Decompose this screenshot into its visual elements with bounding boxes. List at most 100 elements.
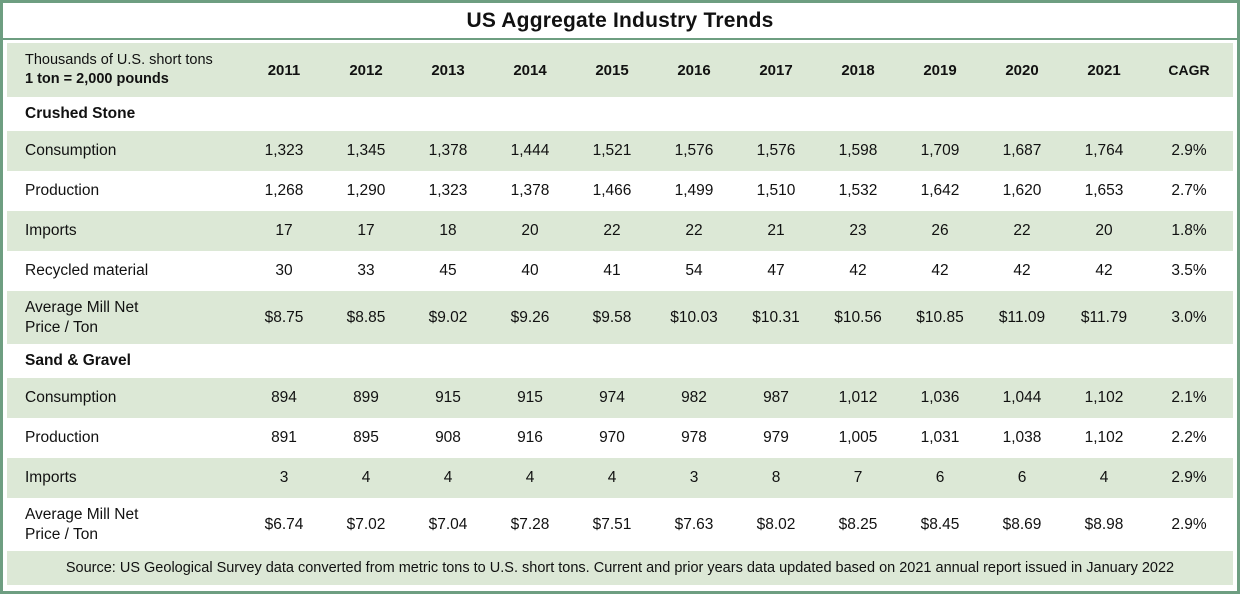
data-cell: $10.31 <box>752 308 800 326</box>
data-cell: 1,709 <box>920 142 960 159</box>
table-row: Consumption 1,323 1,345 1,378 1,444 1,521 1,57… <box>7 131 1233 171</box>
data-cell: 21 <box>767 222 785 239</box>
data-cell: $8.75 <box>264 308 304 326</box>
cagr-cell: 3.0% <box>1171 308 1207 326</box>
row-label: Production <box>25 429 100 447</box>
row-label: Production <box>25 182 100 200</box>
data-cell: 1,102 <box>1084 429 1124 446</box>
data-cell: 42 <box>1095 262 1113 279</box>
year-column-header-2018: 2018 <box>841 61 875 79</box>
data-cell: 1,012 <box>838 389 878 406</box>
unit-note: Thousands of U.S. short tons 1 ton = 2,0… <box>7 51 243 89</box>
data-cell: $7.28 <box>510 515 550 533</box>
data-cell: 1,044 <box>1002 389 1042 406</box>
data-cell: 4 <box>525 469 535 486</box>
unit-note-line-1: Thousands of U.S. short tons <box>25 52 213 69</box>
data-cell: $11.79 <box>1080 308 1128 326</box>
data-cell: 915 <box>435 389 461 406</box>
data-cell: 982 <box>681 389 707 406</box>
cagr-column-header: CAGR <box>1168 62 1210 78</box>
data-cell: 42 <box>1013 262 1031 279</box>
data-cell: 22 <box>685 222 703 239</box>
data-cell: 1,653 <box>1084 182 1124 199</box>
row-label: Recycled material <box>25 262 149 280</box>
section-header: Crushed Stone <box>7 97 1233 131</box>
data-cell: 1,642 <box>920 182 960 199</box>
table-rows: Crushed Stone Consumption 1,323 1,345 1,378 1… <box>7 97 1233 551</box>
cagr-cell: 1.8% <box>1171 222 1207 239</box>
data-cell: 1,323 <box>264 142 304 159</box>
year-column-header-2019: 2019 <box>923 61 957 79</box>
section-header: Sand & Gravel <box>7 344 1233 378</box>
data-cell: 18 <box>439 222 457 239</box>
data-cell: $8.98 <box>1084 515 1124 533</box>
data-cell: 7 <box>853 469 863 486</box>
source-note: Source: US Geological Survey data conver… <box>7 551 1233 585</box>
data-cell: $10.56 <box>834 308 882 326</box>
data-cell: 3 <box>279 469 289 486</box>
data-cell: 1,323 <box>428 182 468 199</box>
table-row: Average Mill Net Price / Ton $6.74 $7.02 $7… <box>7 498 1233 551</box>
data-cell: 45 <box>439 262 457 279</box>
year-column-header-2014: 2014 <box>513 61 547 79</box>
data-cell: 20 <box>1095 222 1113 239</box>
data-cell: 1,764 <box>1084 142 1124 159</box>
table-row: Imports 17 17 18 20 22 22 21 23 26 22 20 1.8% <box>7 211 1233 251</box>
data-cell: 4 <box>361 469 371 486</box>
cagr-cell: 3.5% <box>1171 262 1207 279</box>
data-cell: 42 <box>931 262 949 279</box>
cagr-cell: 2.7% <box>1171 182 1207 199</box>
data-cell: 1,005 <box>838 429 878 446</box>
data-cell: 6 <box>1017 469 1027 486</box>
year-column-header-2021: 2021 <box>1087 61 1121 79</box>
data-cell: 3 <box>689 469 699 486</box>
data-cell: 1,466 <box>592 182 632 199</box>
data-cell: $8.02 <box>756 515 796 533</box>
data-cell: 978 <box>681 429 707 446</box>
data-cell: 1,620 <box>1002 182 1042 199</box>
data-cell: 894 <box>271 389 297 406</box>
data-cell: 1,576 <box>756 142 796 159</box>
data-cell: 22 <box>1013 222 1031 239</box>
data-cell: $11.09 <box>998 308 1046 326</box>
data-cell: $8.69 <box>1002 515 1042 533</box>
data-cell: 1,576 <box>674 142 714 159</box>
year-column-header-2016: 2016 <box>677 61 711 79</box>
data-cell: 1,102 <box>1084 389 1124 406</box>
table-row: Production 891 895 908 916 970 978 979 1,005 1,03… <box>7 418 1233 458</box>
data-cell: 979 <box>763 429 789 446</box>
data-cell: 4 <box>1099 469 1109 486</box>
data-cell: 30 <box>275 262 293 279</box>
row-label: Average Mill Net Price / Ton <box>25 299 139 336</box>
data-cell: $7.02 <box>346 515 386 533</box>
data-cell: 4 <box>443 469 453 486</box>
data-cell: 1,687 <box>1002 142 1042 159</box>
data-cell: $9.26 <box>510 308 550 326</box>
data-cell: 974 <box>599 389 625 406</box>
data-cell: $8.45 <box>920 515 960 533</box>
table-title: US Aggregate Industry Trends <box>3 3 1237 40</box>
data-cell: $7.51 <box>592 515 632 533</box>
row-label: Consumption <box>25 389 117 407</box>
year-column-header-2011: 2011 <box>267 61 301 79</box>
data-cell: 23 <box>849 222 867 239</box>
data-cell: 1,031 <box>920 429 960 446</box>
data-cell: 6 <box>935 469 945 486</box>
data-cell: 54 <box>685 262 703 279</box>
data-cell: 41 <box>603 262 621 279</box>
table-body: Thousands of U.S. short tons 1 ton = 2,0… <box>3 40 1237 591</box>
data-cell: 33 <box>357 262 375 279</box>
data-cell: 1,510 <box>756 182 796 199</box>
data-cell: 1,499 <box>674 182 714 199</box>
data-cell: 47 <box>767 262 785 279</box>
row-label: Average Mill Net Price / Ton <box>25 506 139 543</box>
data-cell: 20 <box>521 222 539 239</box>
cagr-cell: 2.2% <box>1171 429 1207 446</box>
table-row: Recycled material 30 33 45 40 41 54 47 42 42 42 42 3… <box>7 251 1233 291</box>
data-cell: 1,521 <box>592 142 632 159</box>
table-row: Consumption 894 899 915 915 974 982 987 1,012 1,0… <box>7 378 1233 418</box>
data-cell: 1,378 <box>428 142 468 159</box>
cagr-cell: 2.9% <box>1171 515 1207 533</box>
data-cell: $6.74 <box>264 515 304 533</box>
data-cell: 891 <box>271 429 297 446</box>
